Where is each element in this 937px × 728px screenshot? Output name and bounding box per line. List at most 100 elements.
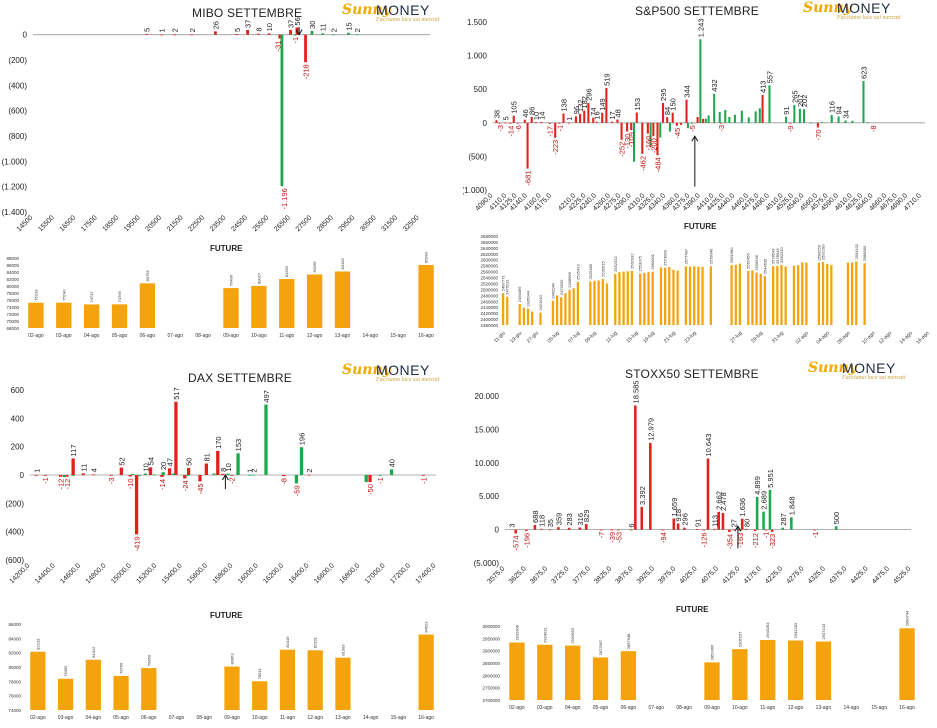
future-value-label: 2562456	[746, 253, 751, 269]
bar	[264, 404, 268, 475]
data-label: -12	[63, 479, 72, 490]
bar	[702, 118, 705, 123]
y-tick-label: 2480000	[480, 293, 498, 298]
x-tick-label: 06-ago	[621, 705, 637, 711]
future-value-label: 2421610	[538, 294, 543, 310]
bar	[813, 529, 817, 531]
x-tick-label: 19-giu	[509, 330, 523, 344]
future-bar	[334, 271, 351, 328]
data-label: -17	[546, 126, 555, 137]
y-tick-label: (1.400)	[2, 208, 28, 217]
bar	[81, 473, 85, 475]
bar	[635, 112, 638, 123]
bar	[587, 102, 590, 123]
data-label: 80	[742, 519, 751, 527]
x-tick-label: 02-ago	[28, 333, 44, 339]
bar	[171, 473, 176, 475]
x-tick-label: 12-ago	[307, 333, 323, 339]
data-label: 287	[779, 513, 788, 526]
data-label: 1	[565, 117, 574, 121]
future-bar	[335, 657, 351, 710]
chart-title: S&P500 SETTEMBRE	[635, 4, 759, 18]
data-label: 623	[859, 66, 868, 79]
y-tick-label: 2560000	[480, 270, 498, 275]
future-bar	[747, 270, 750, 325]
x-tick-label: 06-ago	[140, 333, 156, 339]
y-tick-label: 0	[20, 471, 25, 480]
future-value-label: 83295	[312, 261, 317, 273]
data-label: 519	[602, 73, 611, 86]
future-chart: 2700000 2750000 2800000 2850000 2900000 29500…	[482, 610, 915, 711]
bar	[332, 34, 335, 36]
data-label: 1	[245, 469, 254, 473]
bar	[798, 108, 801, 123]
future-bar	[732, 649, 748, 700]
bar	[579, 113, 582, 123]
y-tick-label: 2620000	[480, 252, 498, 257]
bar	[659, 122, 662, 138]
bar	[554, 122, 557, 138]
future-bar	[760, 639, 776, 700]
future-value-label: 2582310	[779, 247, 784, 263]
bar	[525, 529, 528, 531]
bar	[562, 113, 565, 123]
bar	[282, 475, 286, 477]
x-tick-label: 14-ago	[899, 330, 914, 345]
data-label: 4.899	[753, 476, 762, 495]
bar	[289, 29, 292, 35]
data-label: -10	[126, 478, 135, 489]
y-tick-label: 0	[483, 119, 488, 128]
bar	[706, 458, 710, 530]
data-label: 81	[202, 453, 211, 461]
panel-mibo: MIBO SETTEMBRE Sunny MONEY Facciamo luce…	[0, 0, 460, 345]
future-bar	[601, 278, 604, 325]
y-tick-label: (600)	[8, 107, 27, 116]
x-tick-label: 10-ago	[252, 715, 268, 721]
bar	[137, 475, 141, 477]
data-label: -484	[654, 157, 663, 172]
x-tick-label: 09-ago	[223, 333, 239, 339]
y-tick-label: 2500000	[480, 287, 498, 292]
data-label: -1	[41, 477, 50, 484]
future-value-label: 2556545	[754, 254, 759, 270]
future-value-label: 2588000	[862, 245, 867, 261]
bar	[512, 115, 515, 123]
data-label: -6	[514, 125, 523, 132]
data-label: 10	[224, 463, 233, 471]
options-chart: 1.5001.0005000(500)(1.000)4090,04110,041…	[463, 18, 925, 213]
bar	[143, 473, 148, 475]
bar	[131, 474, 135, 475]
bar	[764, 529, 767, 531]
bar	[134, 475, 139, 535]
data-label: 182	[580, 96, 589, 109]
data-label: 105	[510, 101, 519, 114]
data-label: 557	[765, 71, 774, 84]
y-tick-label: 2540000	[480, 276, 498, 281]
data-label: 14	[537, 112, 546, 120]
future-bar	[418, 265, 434, 328]
bar	[616, 529, 620, 531]
future-chart: 2380000240000024200002440000246000024800…	[480, 234, 930, 345]
data-label: -1.196	[280, 188, 289, 209]
future-value-label: 2435044	[526, 290, 531, 306]
future-value-label: 2578943	[775, 248, 780, 264]
bar	[768, 85, 771, 123]
y-tick-label: 82000	[8, 651, 21, 656]
bar	[675, 122, 678, 126]
data-label: -3	[717, 125, 726, 132]
bar	[733, 114, 736, 123]
data-label: -223	[551, 140, 560, 155]
logo-sunny: Sunny	[808, 360, 857, 376]
data-label: -94	[659, 532, 668, 543]
y-tick-label: (1.200)	[2, 183, 28, 192]
data-label: 20	[159, 462, 168, 470]
data-label: 3.392	[638, 486, 647, 505]
bar	[557, 527, 560, 530]
bar	[616, 119, 619, 123]
data-label: 52	[117, 457, 126, 465]
data-label: -31	[274, 41, 283, 52]
logo-tagline: Facciamo luce sui mercati	[842, 375, 906, 381]
bar	[183, 475, 187, 479]
future-bar	[672, 269, 675, 325]
data-label: -70	[814, 130, 823, 141]
